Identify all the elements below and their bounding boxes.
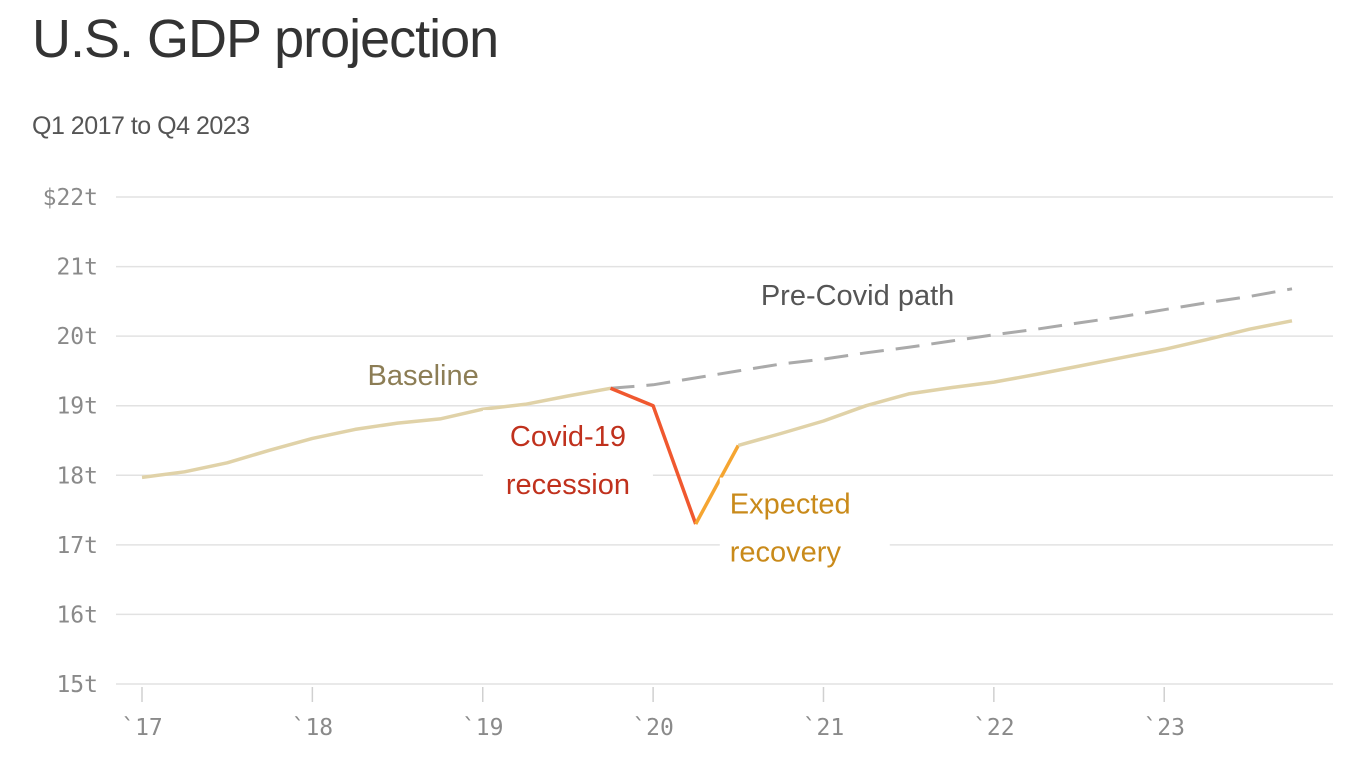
series-layer xyxy=(141,287,1293,525)
series-line-baseline_projection xyxy=(737,319,1293,448)
annotation-recession: recession xyxy=(506,469,630,501)
x-tick-label: `19 xyxy=(462,715,504,741)
y-tick-label: 15t xyxy=(56,672,98,698)
x-tick-label: `21 xyxy=(803,715,845,741)
x-tick-label: `18 xyxy=(292,715,334,741)
y-tick-label: 19t xyxy=(56,394,98,420)
grid-layer xyxy=(116,196,1333,685)
y-tick-label: 21t xyxy=(56,255,98,281)
annotation-layer: Baseline Pre-Covid path Covid-19 recession E… xyxy=(367,280,954,582)
y-tick-label: 18t xyxy=(56,463,98,489)
annotation-pre_covid: Pre-Covid path xyxy=(761,280,954,312)
series-line-baseline_history xyxy=(141,386,611,480)
y-tick-label: 16t xyxy=(56,602,98,628)
chart-subtitle: Q1 2017 to Q4 2023 xyxy=(32,112,250,140)
annotation-recovery: Expected xyxy=(730,489,851,521)
y-tick-label: 20t xyxy=(56,324,98,350)
x-tick-label: `20 xyxy=(632,715,674,741)
x-tick-label: `23 xyxy=(1143,715,1185,741)
annotation-recovery: recovery xyxy=(730,537,842,569)
series-line-pre_covid xyxy=(610,287,1293,390)
annotation-backdrop xyxy=(719,477,890,582)
axis-layer: $22t 21t 20t 19t 18t 17t 16t 15t `17 `18 `19 `20 `21… xyxy=(43,185,1185,741)
annotation-backdrop xyxy=(482,410,653,515)
series-line-recovery_start xyxy=(694,444,740,525)
x-tick-label: `22 xyxy=(973,715,1015,741)
annotation-baseline: Baseline xyxy=(367,360,478,392)
chart-title: U.S. GDP projection xyxy=(32,9,499,69)
annotation-recession: Covid-19 xyxy=(510,421,626,453)
y-tick-label: 17t xyxy=(56,533,98,559)
x-tick-label: `17 xyxy=(121,715,163,741)
series-line-recession xyxy=(609,386,698,525)
y-tick-label: $22t xyxy=(43,185,98,211)
